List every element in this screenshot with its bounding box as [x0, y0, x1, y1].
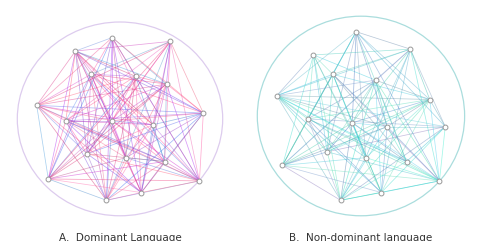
Text: B.  Non-dominant language: B. Non-dominant language [289, 233, 432, 241]
Text: A.  Dominant Language: A. Dominant Language [59, 233, 181, 241]
